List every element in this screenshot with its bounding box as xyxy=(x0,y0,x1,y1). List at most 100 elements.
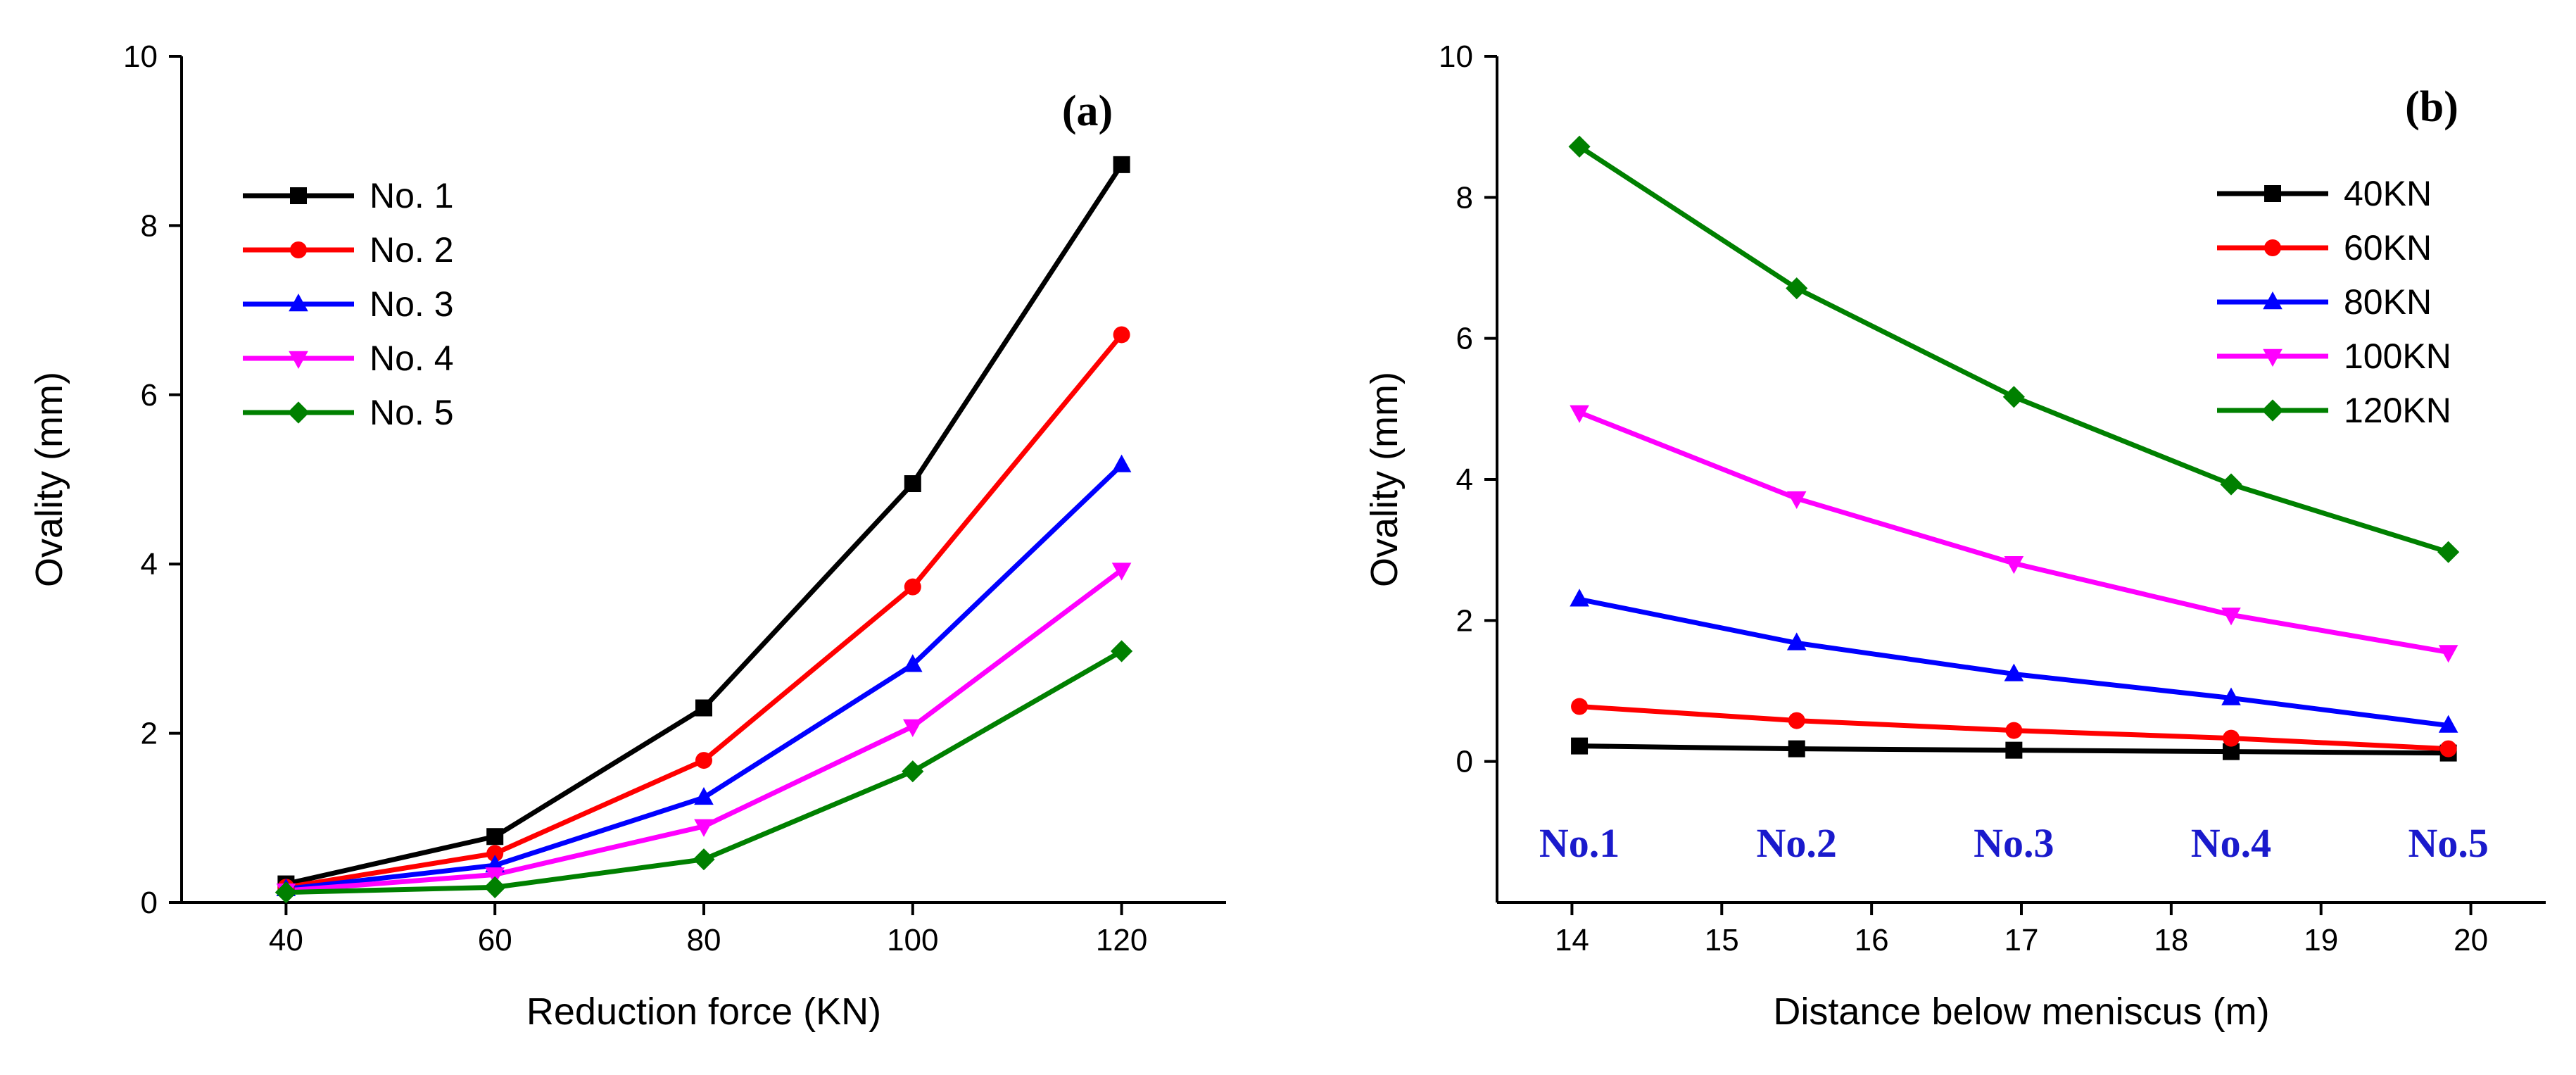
panel-b-y-axis-title: Ovality (mm) xyxy=(1363,372,1406,587)
panel-a-series-3-point xyxy=(1111,454,1132,472)
panel-a-legend-label-4: No. 4 xyxy=(370,339,454,378)
panel-b-y-tick-label: 0 xyxy=(1456,745,1473,779)
panel-a-legend-marker-4 xyxy=(289,351,308,369)
panel-b-annotation: No.1 xyxy=(1539,820,1620,866)
panel-b-legend-marker-4 xyxy=(2263,348,2283,367)
panel-b-series-line-3 xyxy=(1579,596,2449,729)
panel-b-series-2-point xyxy=(1788,712,1805,729)
panel-b-series-5-point xyxy=(2002,386,2025,408)
panel-b-series-3-point xyxy=(2438,715,2458,733)
panel-a-x-axis-title: Reduction force (KN) xyxy=(526,991,881,1033)
panel-a-x-tick-label: 60 xyxy=(478,923,512,957)
panel-a-label: (a) xyxy=(1062,87,1113,135)
panel-b-series-1-point xyxy=(1788,740,1805,757)
panel-a-series-3-point xyxy=(903,654,923,672)
panel-b-legend-label-5: 120KN xyxy=(2344,391,2451,430)
panel-b-y-tick-label: 4 xyxy=(1456,463,1473,497)
panel-b-legend-label-2: 60KN xyxy=(2344,228,2432,268)
panel-b-series-3-point xyxy=(2221,687,2241,705)
panel-b-y-tick-label: 2 xyxy=(1456,603,1473,638)
panel-b-annotation: No.3 xyxy=(1974,820,2054,866)
panel-a-series-2-point xyxy=(695,752,712,769)
panel-a-x-tick-label: 100 xyxy=(887,923,938,957)
panel-a-series-4-point xyxy=(903,719,923,737)
panel-a-series-4-point xyxy=(485,867,505,886)
panel-a-series-line-1 xyxy=(285,163,1124,886)
panel-a-x-tick-label: 40 xyxy=(269,923,303,957)
panel-b-y-tick-label: 10 xyxy=(1439,39,1473,74)
panel-a-series-2-point xyxy=(904,578,921,596)
panel-b-legend-label-3: 80KN xyxy=(2344,282,2432,322)
panel-b-series-4-point xyxy=(1786,491,1807,510)
panel-b-series-4-point xyxy=(2004,555,2024,574)
panel-a-series-2-point xyxy=(1113,326,1130,344)
panel-b-x-tick-label: 19 xyxy=(2304,923,2338,957)
panel-b-x-tick-label: 18 xyxy=(2154,923,2188,957)
panel-a-legend-label-1: No. 1 xyxy=(370,176,454,215)
panel-a-series-4-point xyxy=(1111,562,1132,581)
panel-b-series-3-point xyxy=(1570,589,1589,607)
panel-b-series-3-point xyxy=(1786,632,1807,650)
panel-a-chart: 40 60 80 100 120 0 2 4 6 8 10 (a) Reduction force… xyxy=(28,39,1226,1033)
panel-b-annotation: No.4 xyxy=(2191,820,2271,866)
panel-a-y-tick-label: 10 xyxy=(123,39,158,74)
panel-b-series-2-point xyxy=(2005,722,2023,739)
panel-b-y-tick-label: 8 xyxy=(1456,180,1473,215)
panel-a-legend-label-5: No. 5 xyxy=(370,393,454,432)
panel-b-series-2-point xyxy=(2439,740,2457,757)
panel-b-series-line-5 xyxy=(1578,144,2449,555)
panel-a-y-tick-label: 6 xyxy=(141,378,158,413)
panel-b-legend-marker-1 xyxy=(2264,185,2281,202)
panel-a-legend-marker-3 xyxy=(289,294,308,312)
panel-a-series-4-point xyxy=(694,819,714,837)
panel-a-series-5-point xyxy=(1111,640,1133,662)
panel-a-series-5-point xyxy=(274,881,297,904)
panel-a-series-5-point xyxy=(693,848,715,871)
panel-b-series-2-point xyxy=(1571,698,1589,715)
panel-a-series-1-point xyxy=(486,828,504,845)
panel-a-y-tick-label: 8 xyxy=(141,208,158,243)
panel-a-legend-label-3: No. 3 xyxy=(370,284,454,324)
panel-b-x-tick-label: 16 xyxy=(1855,923,1889,957)
panel-b-x-tick-label: 14 xyxy=(1555,923,1589,957)
panel-a-series-1-point xyxy=(1113,156,1130,173)
panel-a-y-tick-label: 2 xyxy=(141,717,158,751)
panel-b-x-tick-label: 15 xyxy=(1705,923,1739,957)
panel-b-x-tick-label: 17 xyxy=(2004,923,2039,957)
panel-b-legend-label-1: 40KN xyxy=(2344,174,2432,213)
panel-a-x-tick-label: 80 xyxy=(687,923,721,957)
panel-b-series-4-point xyxy=(1570,405,1589,423)
panel-b-legend-marker-5 xyxy=(2261,399,2284,422)
panel-b-series-5-point xyxy=(1786,277,1808,300)
panel-a-legend-marker-5 xyxy=(287,401,310,424)
panel-a-legend-marker-2 xyxy=(290,241,307,258)
panel-b-series-5-point xyxy=(1568,135,1591,158)
panel-a-series-2-point xyxy=(486,845,504,862)
panel-b-legend: 40KN 60KN 80KN 100KN 120KN xyxy=(2217,174,2451,430)
panel-b-series-5-point xyxy=(2220,473,2242,496)
panel-a-series-5-point xyxy=(902,760,924,783)
panel-a-series-3-point xyxy=(694,786,714,805)
panel-b-chart: 14 15 16 17 18 19 20 0 2 4 6 8 10 No.1 No.2 No.3 No.4 N… xyxy=(1363,39,2546,1033)
panel-b-y-tick-label: 6 xyxy=(1456,322,1473,356)
panel-b-legend-marker-3 xyxy=(2263,291,2283,310)
panel-b-series-4-point xyxy=(2221,608,2241,626)
panel-a-legend: No. 1 No. 2 No. 3 No. 4 No. 5 xyxy=(243,176,454,432)
panel-a-legend-label-2: No. 2 xyxy=(370,230,454,270)
panel-b-series-1-point xyxy=(1571,737,1589,755)
panel-b-legend-label-4: 100KN xyxy=(2344,337,2451,376)
panel-b-legend-marker-2 xyxy=(2264,239,2281,256)
panel-b-annotation: No.5 xyxy=(2408,820,2488,866)
panel-b-annotation: No.2 xyxy=(1757,820,1837,866)
panel-b-series-2-point xyxy=(2223,729,2240,747)
panel-a-legend-marker-1 xyxy=(290,187,307,204)
panel-b-series-4-point xyxy=(2438,645,2458,663)
panel-a-series-line-4 xyxy=(286,567,1123,893)
panel-b-series-line-4 xyxy=(1578,410,2449,655)
panel-a-x-tick-label: 120 xyxy=(1096,923,1147,957)
panel-a-y-axis-title: Ovality (mm) xyxy=(28,372,70,587)
panel-a-series-1-point xyxy=(695,699,712,717)
panel-a-series-5-point xyxy=(484,876,506,898)
panel-b-series-5-point xyxy=(2437,541,2460,563)
